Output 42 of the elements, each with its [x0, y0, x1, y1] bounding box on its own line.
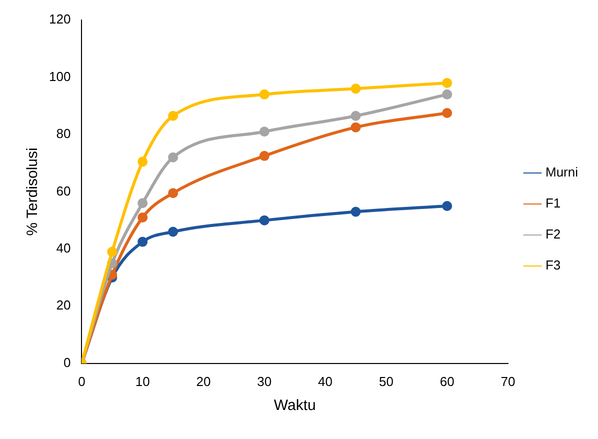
x-axis-title: Waktu [274, 397, 316, 414]
point [168, 226, 178, 237]
point [259, 150, 270, 161]
x-tick-label: 70 [500, 374, 516, 389]
y-axis-title: % Terdisolusi [24, 148, 42, 236]
point [442, 78, 452, 88]
point [442, 89, 452, 100]
point [350, 206, 361, 217]
point [259, 126, 270, 137]
point [138, 236, 148, 247]
x-tick-label: 20 [196, 374, 211, 389]
point [138, 198, 148, 208]
point [350, 84, 361, 94]
legend-label: F3 [545, 258, 561, 273]
point [350, 110, 361, 121]
point [138, 212, 148, 222]
x-tick-label: 10 [135, 374, 150, 389]
x-tick-label: 50 [378, 374, 394, 389]
point [442, 201, 452, 212]
point [350, 122, 361, 132]
y-tick-label: 40 [56, 240, 71, 256]
legend-label: F2 [545, 226, 561, 242]
point [168, 188, 178, 198]
point [138, 156, 148, 167]
point [442, 108, 452, 118]
point [168, 152, 178, 162]
legend-label: Murni [545, 164, 578, 180]
x-tick-label: 60 [440, 374, 454, 389]
point [259, 89, 270, 100]
x-tick-label: 40 [318, 374, 333, 389]
y-tick-label: 0 [63, 354, 71, 370]
point [168, 110, 178, 121]
y-tick-label: 20 [56, 298, 71, 313]
y-tick-label: 60 [56, 183, 71, 198]
legend-label: F1 [545, 196, 561, 211]
y-tick-label: 80 [56, 126, 71, 142]
y-tick-label: 120 [48, 12, 71, 27]
point [259, 215, 270, 226]
y-tick-label: 100 [48, 68, 71, 84]
x-tick-label: 30 [257, 374, 272, 389]
point [107, 246, 118, 257]
x-tick-label: 0 [78, 374, 86, 389]
